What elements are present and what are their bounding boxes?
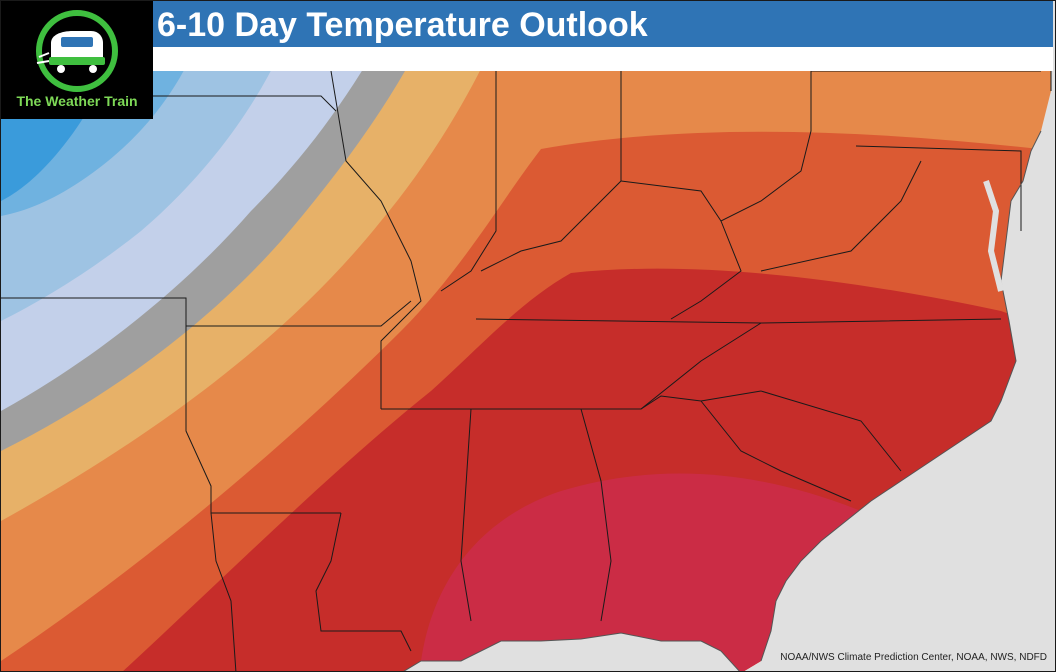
border-va-wv <box>760 160 922 272</box>
border-texas-louisiana <box>210 512 237 671</box>
border-sc-ga <box>700 400 852 502</box>
title-bar <box>153 1 1053 47</box>
train-logo-icon <box>36 10 118 92</box>
border-nc-sc <box>760 390 902 472</box>
coastline <box>403 130 1042 671</box>
logo-name: The Weather Train <box>16 93 138 109</box>
chesapeake-bay <box>983 180 1004 292</box>
page-title: 6-10 Day Temperature Outlook <box>157 6 648 44</box>
border-ohio-river <box>620 71 812 222</box>
logo-box: The Weather Train <box>1 1 153 119</box>
border-tn-south <box>381 390 762 410</box>
title-underbar <box>153 47 1053 71</box>
data-credit: NOAA/NWS Climate Prediction Center, NOAA… <box>780 652 1047 663</box>
border-nc-tn <box>640 322 762 410</box>
border-wv-va <box>670 220 742 320</box>
border-louisiana-mississippi <box>315 512 412 652</box>
border-oklahoma-texas <box>185 326 341 514</box>
band-crimson <box>421 473 881 671</box>
border-illinois-indiana <box>440 71 497 292</box>
border-pa-md <box>855 145 1022 231</box>
border-indiana-ohio <box>480 71 622 272</box>
border-mississippi-river <box>330 70 422 409</box>
